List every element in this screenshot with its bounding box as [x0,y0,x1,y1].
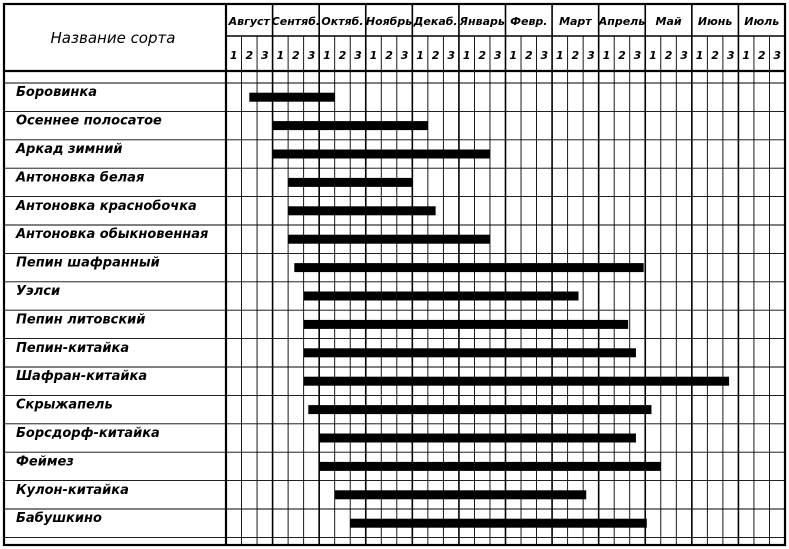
decade-label: 1 [742,49,750,62]
variety-label: Пепин шафранный [16,256,160,271]
variety-label: Шафран-китайка [16,369,147,384]
decade-label: 1 [603,49,611,62]
variety-label: Бабушкино [16,511,102,526]
decade-label: 3 [354,49,362,62]
variety-labels: Боровинка Осеннее полосатое Аркад зимний Ан… [15,85,208,526]
month-label: Август [228,15,271,28]
ripening-bar [288,206,436,216]
month-label: Июль [744,15,779,28]
ripening-bars [249,92,730,528]
variety-label: Антоновка краснобочка [15,199,197,214]
ripening-bar [303,348,636,358]
decade-label: 3 [540,49,548,62]
decade-label: 3 [494,49,502,62]
variety-label: Пепин литовский [16,312,145,327]
variety-label: Скрыжапель [16,398,113,413]
decade-label: 1 [463,49,471,62]
ripening-bar [303,376,730,386]
variety-label: Антоновка обыкновенная [15,227,208,242]
variety-label: Уэлси [16,284,60,299]
ripening-bar [334,490,587,500]
ripening-bar [303,319,629,329]
variety-label: Антоновка белая [15,170,144,185]
decade-label: 2 [758,49,766,62]
decade-label: 3 [587,49,595,62]
month-label: Март [559,15,592,28]
decade-label: 2 [572,49,580,62]
month-label: Апрель [598,15,646,28]
decade-label: 2 [665,49,673,62]
ripening-bar [319,461,661,471]
decade-label: 2 [339,49,347,62]
month-label: Декаб. [413,15,458,28]
variety-label: Боровинка [16,85,97,100]
decade-label: 1 [509,49,517,62]
header-title: Название сорта [51,29,176,47]
month-labels: Август Сентяб. Октяб. Ноябрь Декаб. Январь Фев… [228,15,780,28]
variety-label: Пепин-китайка [16,341,129,356]
decade-label: 1 [649,49,657,62]
variety-label: Осеннее полосатое [16,114,162,129]
decade-label: 2 [432,49,440,62]
ripening-bar [272,121,428,131]
month-label: Май [656,15,682,28]
decade-label: 3 [680,49,688,62]
decade-label: 1 [696,49,704,62]
decade-label: 3 [401,49,409,62]
ripening-bar [319,433,636,443]
month-label: Июнь [698,15,733,28]
ripening-bar [288,234,490,244]
ripening-bar [288,177,413,187]
chart-header: Название сорта [51,29,176,47]
variety-label: Феймез [16,454,74,469]
ripening-bar [308,405,652,415]
decade-label: 1 [416,49,424,62]
month-label: Сентяб. [272,15,320,28]
decade-label: 3 [261,49,269,62]
decade-label: 2 [245,49,253,62]
decade-label: 2 [618,49,626,62]
ripening-bar [350,518,647,528]
variety-label: Кулон-китайка [16,483,129,498]
month-label: Февр. [510,15,547,28]
decade-label: 3 [308,49,316,62]
decade-label: 2 [478,49,486,62]
variety-label: Аркад зимний [15,142,122,157]
month-label: Октяб. [321,15,363,28]
ripening-bar [249,92,335,102]
variety-label: Борсдорф-китайка [16,426,160,441]
decade-label: 3 [634,49,642,62]
decade-label: 2 [292,49,300,62]
ripening-bar [303,291,579,301]
decade-label: 3 [727,49,735,62]
ripening-bar [272,149,490,159]
decade-label: 2 [525,49,533,62]
decade-label: 1 [556,49,564,62]
decade-label: 2 [385,49,393,62]
month-label: Январь [459,15,505,28]
decade-label: 3 [773,49,781,62]
decade-label: 2 [711,49,719,62]
decade-label: 1 [370,49,378,62]
decade-label: 3 [447,49,455,62]
decade-label: 1 [277,49,285,62]
decade-label: 1 [323,49,331,62]
ripening-bar [294,263,644,273]
month-label: Ноябрь [366,15,412,28]
decade-label: 1 [230,49,238,62]
